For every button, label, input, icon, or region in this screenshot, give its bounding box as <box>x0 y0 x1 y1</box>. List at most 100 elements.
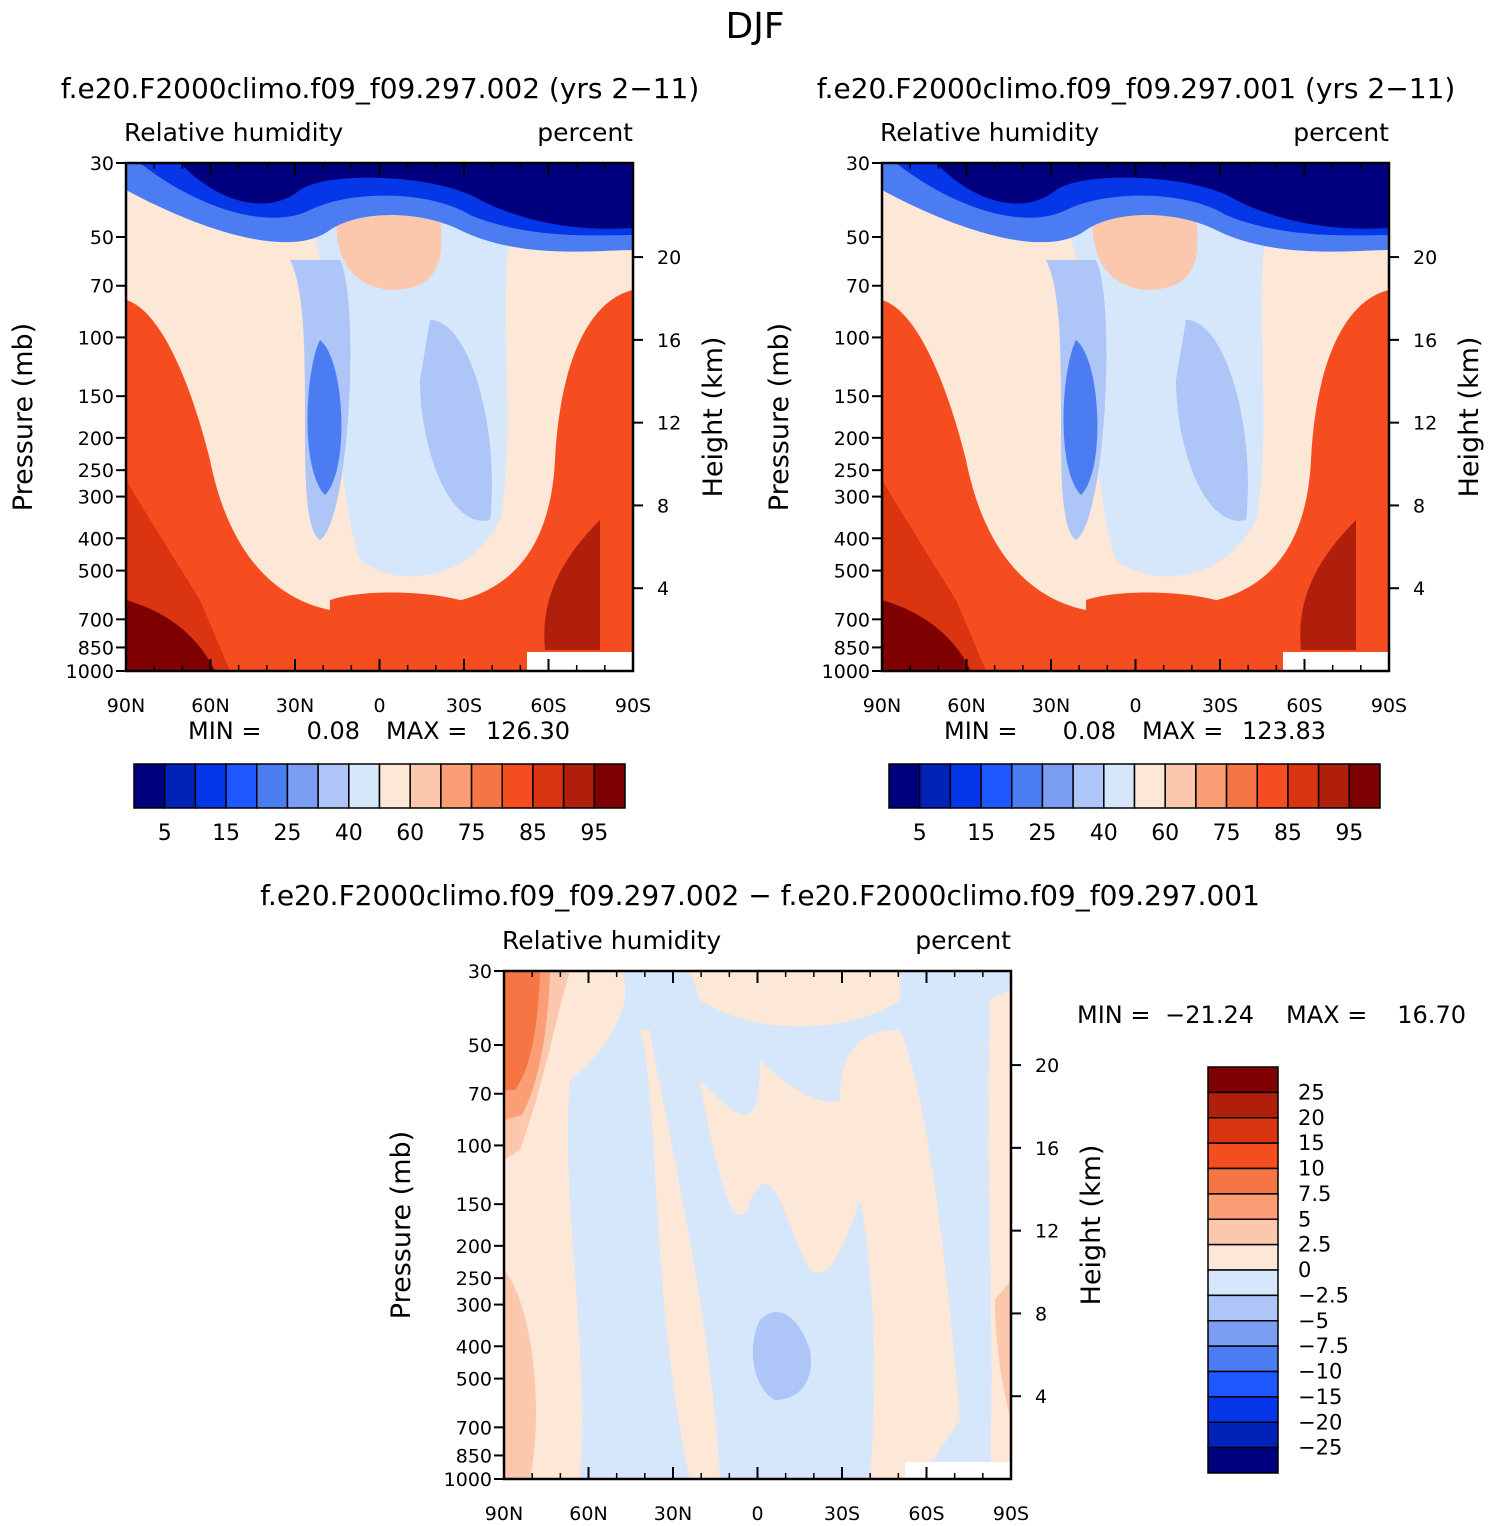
colorbar-label: 2.5 <box>1298 1233 1331 1257</box>
colorbar-label: 40 <box>1090 821 1118 846</box>
y-axis: 30 50 70 100 150 200 250 300 400 500 700 8501000 <box>66 153 126 683</box>
x-tick-label: 90S <box>993 1503 1029 1525</box>
missing-data <box>905 1462 1011 1479</box>
y-tick-label: 100 <box>834 327 870 349</box>
y-tick-label: 100 <box>78 327 114 349</box>
min-value: −21.24 <box>1165 1001 1254 1029</box>
colorbar-label: −5 <box>1298 1309 1329 1333</box>
x-tick-label: 60S <box>908 1503 944 1525</box>
y-tick-label: 400 <box>834 528 870 550</box>
height-tick-label: 20 <box>1413 247 1437 269</box>
y-tick-label: 500 <box>456 1369 492 1391</box>
colorbar: 252015107.552.50−2.5−5−7.5−10−15−20−25 <box>1208 1067 1349 1473</box>
colorbar-swatch <box>1165 764 1196 808</box>
max-label: MAX = <box>386 717 467 745</box>
colorbar-label: 15 <box>212 821 240 846</box>
y-tick-label: 70 <box>90 276 114 298</box>
colorbar-swatch <box>594 764 625 808</box>
y-tick-label: 50 <box>846 227 870 249</box>
y-tick-label: 400 <box>456 1336 492 1358</box>
colorbar-label: 15 <box>1298 1131 1325 1155</box>
colorbar-swatch <box>1349 764 1380 808</box>
colorbar-label: 60 <box>396 821 424 846</box>
x-tick-label: 0 <box>373 695 385 717</box>
x-tick-label: 60N <box>569 1503 607 1525</box>
y-tick-label: 250 <box>78 460 114 482</box>
max-value: 126.30 <box>486 717 570 745</box>
colorbar-swatch <box>441 764 472 808</box>
colorbar-label: 5 <box>1298 1207 1311 1231</box>
colorbar: 5 15 25 40 60 75 85 95 <box>134 764 625 846</box>
variable-label: Relative humidity <box>124 118 343 147</box>
x-tick-label: 30N <box>654 1503 692 1525</box>
figure: DJF f.e20.F2000climo.f09_f09.297.002 (yr… <box>0 0 1510 1526</box>
colorbar-swatch <box>1208 1448 1278 1473</box>
min-value: 0.08 <box>307 717 360 745</box>
x-tick-label: 30N <box>276 695 314 717</box>
min-value: 0.08 <box>1063 717 1116 745</box>
variable-label: Relative humidity <box>502 926 721 955</box>
colorbar-label: 25 <box>273 821 301 846</box>
colorbar-swatch <box>349 764 380 808</box>
colorbar-label: 20 <box>1298 1106 1325 1130</box>
colorbar-swatch <box>1227 764 1258 808</box>
units-label: percent <box>915 926 1011 955</box>
panel-title: f.e20.F2000climo.f09_f09.297.001 (yrs 2−… <box>817 72 1456 105</box>
x-tick-label: 0 <box>1129 695 1141 717</box>
y-tick-label: 300 <box>834 487 870 509</box>
y-axis-title: Pressure (mb) <box>8 323 39 511</box>
colorbar-label: 5 <box>158 821 172 846</box>
colorbar-label: 85 <box>1274 821 1302 846</box>
height-axis: 20 16 12 8 4 <box>1011 1055 1059 1408</box>
band-tropics-low <box>330 593 460 672</box>
y-tick-label: 700 <box>78 609 114 631</box>
height-tick-label: 8 <box>1035 1303 1047 1325</box>
colorbar-swatch <box>1208 1092 1278 1117</box>
colorbar-swatch <box>1135 764 1166 808</box>
colorbar-label: 75 <box>1213 821 1241 846</box>
y-tick-label: 50 <box>468 1035 492 1057</box>
height-tick-label: 20 <box>657 247 681 269</box>
y-tick-label: 150 <box>456 1194 492 1216</box>
colorbar-swatch <box>134 764 165 808</box>
figure-title: DJF <box>725 6 784 47</box>
colorbar-swatch <box>1208 1295 1278 1320</box>
y-tick-label: 200 <box>456 1236 492 1258</box>
colorbar-swatch <box>257 764 288 808</box>
y-tick-label: 30 <box>90 153 114 175</box>
colorbar-swatch <box>564 764 595 808</box>
x-tick-label: 60S <box>1286 695 1322 717</box>
y-tick-label: 300 <box>78 487 114 509</box>
colorbar-label: −20 <box>1298 1410 1342 1434</box>
colorbar-swatch <box>1208 1397 1278 1422</box>
y-tick-label: 150 <box>78 386 114 408</box>
variable-label: Relative humidity <box>880 118 1099 147</box>
height-tick-label: 4 <box>657 578 669 600</box>
colorbar-swatch <box>287 764 318 808</box>
y-axis: 30 50 70 100 150 200 250 300 400 500 700 8501000 <box>822 153 882 683</box>
colorbar-label: 95 <box>580 821 608 846</box>
y-tick-label: 30 <box>846 153 870 175</box>
colorbar-swatch <box>380 764 411 808</box>
colorbar-swatch <box>226 764 257 808</box>
units-label: percent <box>1293 118 1389 147</box>
y-tick-label: 500 <box>78 561 114 583</box>
max-label: MAX = <box>1142 717 1223 745</box>
x-tick-label: 90S <box>615 695 651 717</box>
colorbar-swatch <box>533 764 564 808</box>
height-axis: 20 16 12 8 4 <box>1389 247 1437 600</box>
height-tick-label: 4 <box>1035 1386 1047 1408</box>
colorbar-swatch <box>1208 1219 1278 1244</box>
height-tick-label: 16 <box>1413 330 1437 352</box>
colorbar-label: 5 <box>913 821 927 846</box>
colorbar-label: −2.5 <box>1298 1283 1349 1307</box>
min-label: MIN = <box>188 717 261 745</box>
colorbar-swatch <box>1257 764 1288 808</box>
height-axis-title: Height (km) <box>698 337 729 498</box>
units-label: percent <box>537 118 633 147</box>
colorbar-label: 7.5 <box>1298 1182 1331 1206</box>
max-value: 16.70 <box>1397 1001 1466 1029</box>
x-tick-label: 0 <box>751 1503 763 1525</box>
x-tick-label: 60N <box>947 695 985 717</box>
y-tick-label: 50 <box>90 227 114 249</box>
